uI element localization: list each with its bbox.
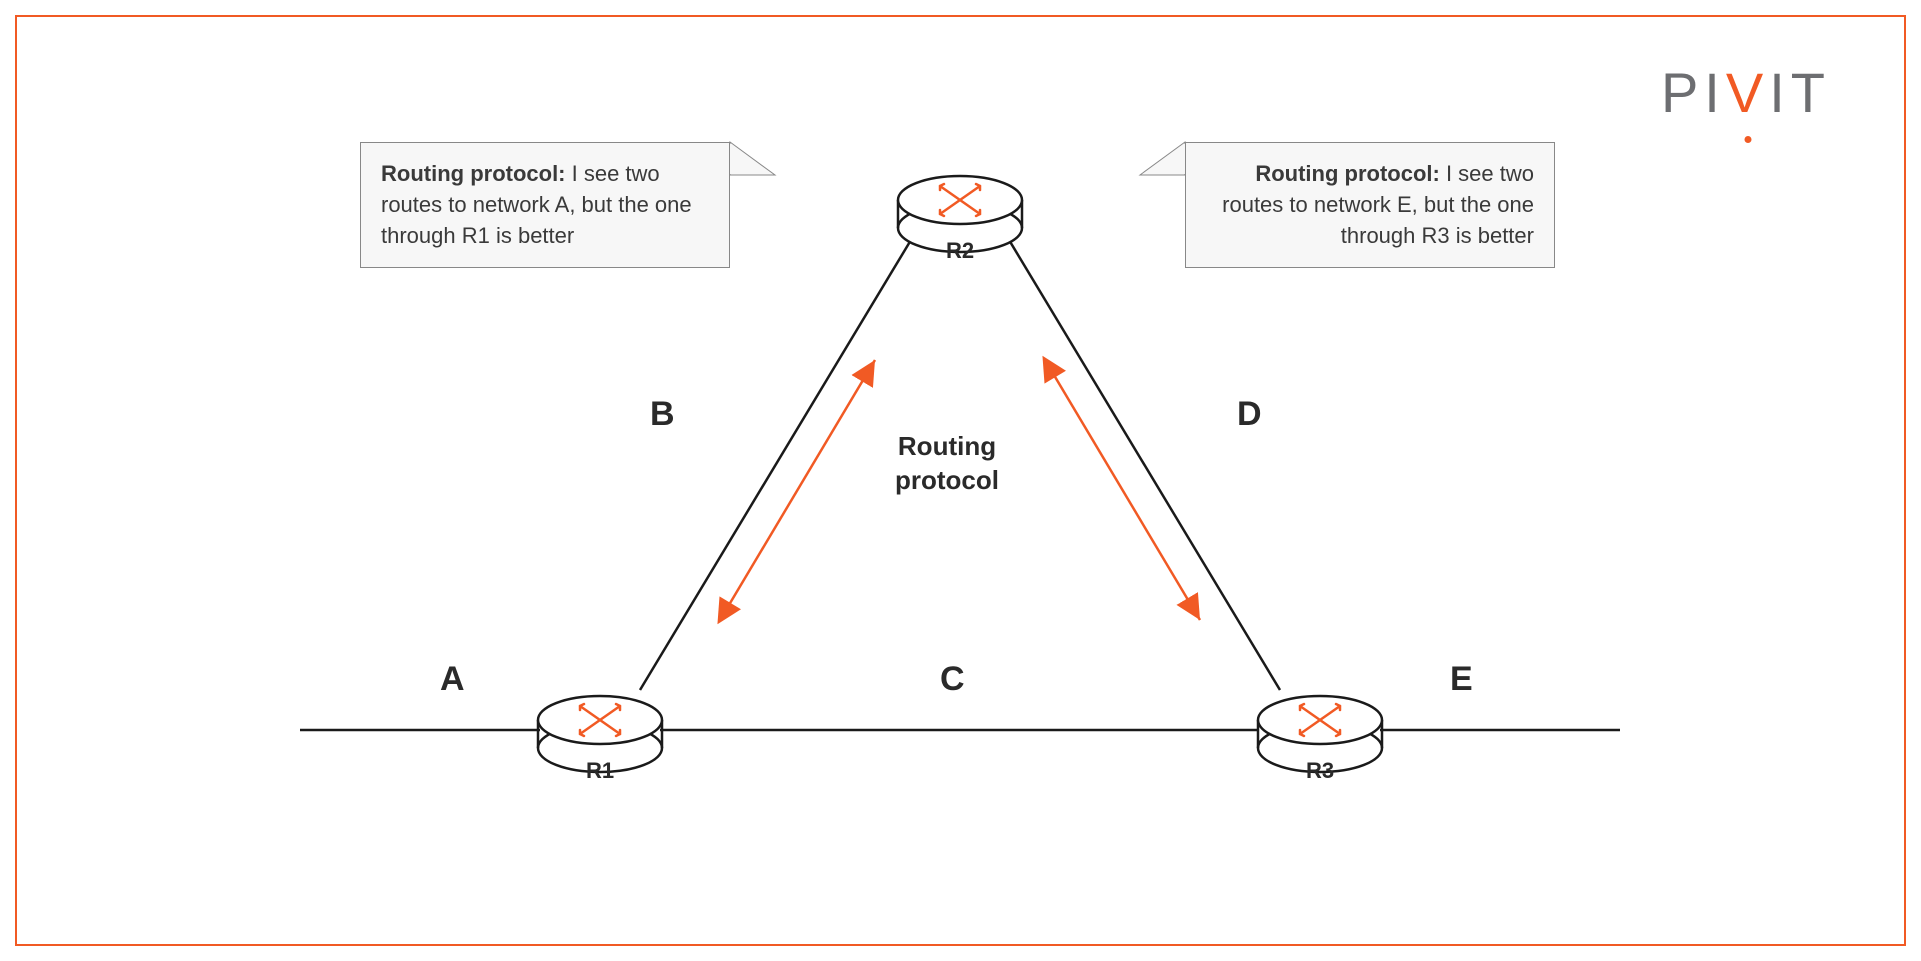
center-label: Routing protocol (895, 430, 999, 498)
protocol-arrow-left (720, 360, 875, 620)
router-label-r2: R2 (946, 238, 974, 264)
callout-right-notch (1140, 142, 1185, 175)
callout-left-notch (730, 142, 775, 175)
net-label-d: D (1237, 395, 1262, 434)
callout-left-bold: Routing protocol: (381, 161, 566, 186)
net-label-c: C (940, 660, 965, 699)
router-label-r3: R3 (1306, 758, 1334, 784)
link-r1-r2 (640, 225, 920, 690)
link-r2-r3 (1000, 225, 1280, 690)
callout-left: Routing protocol: I see two routes to ne… (360, 142, 730, 268)
callout-right-bold: Routing protocol: (1255, 161, 1440, 186)
net-label-e: E (1450, 660, 1473, 699)
protocol-arrow-right (1045, 360, 1200, 620)
center-label-line2: protocol (895, 465, 999, 495)
net-label-a: A (440, 660, 465, 699)
net-label-b: B (650, 395, 675, 434)
router-label-r1: R1 (586, 758, 614, 784)
center-label-line1: Routing (898, 431, 996, 461)
callout-right: Routing protocol: I see two routes to ne… (1185, 142, 1555, 268)
